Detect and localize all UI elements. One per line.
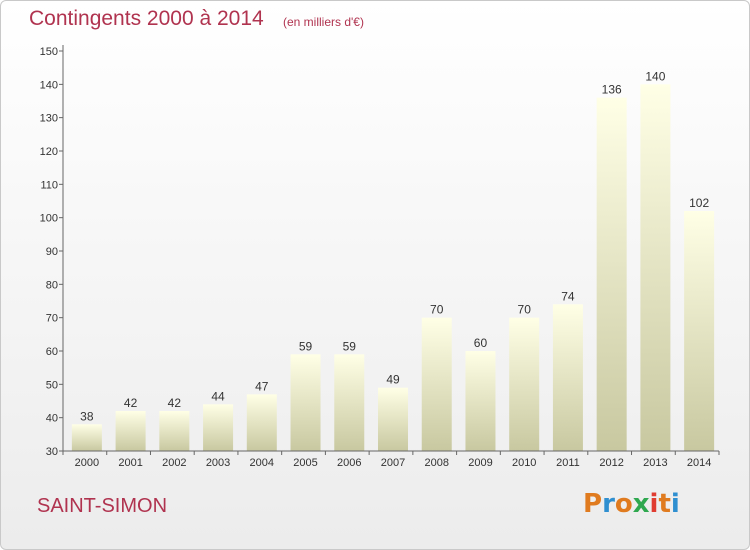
logo-letter: o [614, 489, 633, 519]
data-label-2008: 70 [430, 303, 444, 317]
y-tick-label-140: 140 [40, 79, 58, 91]
x-tick-label-2003: 2003 [206, 457, 230, 469]
x-tick-label-2005: 2005 [293, 457, 317, 469]
bar-2005 [290, 354, 321, 451]
bar-2011 [552, 304, 583, 451]
bar-2012 [596, 97, 627, 452]
x-tick-label-2010: 2010 [512, 457, 536, 469]
bar-2013 [640, 84, 671, 451]
data-label-2003: 44 [211, 389, 225, 403]
bar-2004 [246, 394, 277, 451]
logo-letter: i [670, 489, 680, 519]
chart-title: Contingents 2000 à 2014 [29, 7, 264, 30]
y-tick-label-30: 30 [46, 446, 58, 458]
data-label-2007: 49 [386, 373, 400, 387]
y-tick-label-100: 100 [40, 213, 58, 225]
bar-2000 [71, 424, 102, 451]
logo-letter: t [658, 489, 671, 519]
y-tick-label-60: 60 [46, 346, 58, 358]
x-tick-label-2000: 2000 [75, 457, 99, 469]
x-tick-label-2014: 2014 [687, 457, 711, 469]
x-tick-label-2013: 2013 [643, 457, 667, 469]
data-label-2000: 38 [80, 409, 94, 423]
bar-2010 [509, 317, 540, 451]
bars-layer: 38 42 42 44 47 59 59 49 70 60 70 74 136 140 102 [71, 69, 715, 452]
x-tick-label-2004: 2004 [250, 457, 274, 469]
y-tick-label-50: 50 [46, 379, 58, 391]
town-name: SAINT-SIMON [37, 495, 168, 517]
bar-2006 [334, 354, 365, 451]
y-tick-label-80: 80 [46, 279, 58, 291]
y-tick-label-110: 110 [40, 179, 58, 191]
y-tick-label-70: 70 [46, 313, 58, 325]
axes-layer: 30 40 50 60 70 80 90 100 110 120 130 140 150 2000 2001… [40, 45, 720, 469]
bar-2001 [115, 411, 146, 451]
x-tick-label-2006: 2006 [337, 457, 361, 469]
data-label-2010: 70 [518, 303, 532, 317]
chart-subtitle: (en milliers d'€) [283, 15, 364, 29]
x-tick-label-2009: 2009 [468, 457, 492, 469]
y-tick-label-130: 130 [40, 113, 58, 125]
data-label-2011: 74 [561, 289, 575, 303]
bar-2014 [684, 211, 715, 451]
logo-letter: x [632, 489, 650, 519]
data-label-2006: 59 [343, 339, 357, 353]
logo-letter: P [583, 489, 603, 519]
y-tick-label-40: 40 [46, 413, 58, 425]
x-tick-label-2001: 2001 [118, 457, 142, 469]
x-tick-label-2012: 2012 [599, 457, 623, 469]
y-tick-label-150: 150 [40, 46, 58, 58]
logo-letter: i [649, 489, 659, 519]
bar-2007 [378, 387, 408, 451]
data-label-2009: 60 [474, 336, 488, 350]
data-label-2001: 42 [124, 396, 138, 410]
bar-2009 [465, 351, 496, 451]
proxiti-logo[interactable]: Proxiti [583, 489, 680, 519]
x-tick-label-2007: 2007 [381, 457, 405, 469]
x-tick-label-2011: 2011 [556, 457, 580, 469]
data-label-2012: 136 [602, 83, 622, 97]
y-tick-label-120: 120 [40, 146, 58, 158]
y-tick-label-90: 90 [46, 246, 58, 258]
data-label-2004: 47 [255, 379, 269, 393]
data-label-2013: 140 [645, 69, 665, 83]
bar-2002 [159, 411, 190, 451]
data-label-2002: 42 [168, 396, 182, 410]
data-label-2005: 59 [299, 339, 313, 353]
x-tick-label-2008: 2008 [424, 457, 448, 469]
x-tick-label-2002: 2002 [162, 457, 186, 469]
logo-letter: r [602, 489, 615, 519]
bar-2003 [203, 404, 234, 451]
bar-2008 [421, 317, 452, 451]
data-label-2014: 102 [689, 196, 709, 210]
